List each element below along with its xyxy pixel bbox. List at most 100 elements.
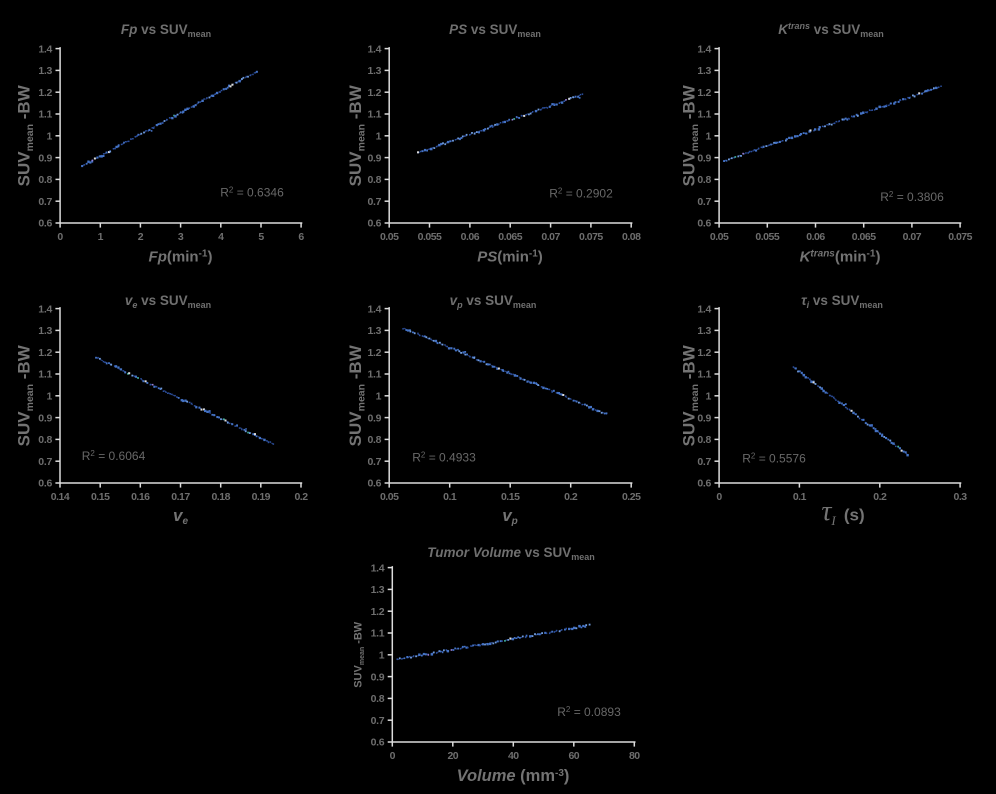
svg-text:5: 5 (258, 231, 264, 243)
svg-text:R2 = 0.4933: R2 = 0.4933 (412, 450, 476, 464)
svg-text:1.4: 1.4 (38, 43, 52, 55)
svg-text:4: 4 (218, 231, 224, 243)
svg-text:Volume (mm-3): Volume (mm-3) (457, 767, 570, 785)
svg-text:Ktrans vs SUVmean: Ktrans vs SUVmean (778, 21, 884, 39)
svg-text:0.8: 0.8 (697, 174, 711, 186)
svg-text:1.3: 1.3 (38, 65, 52, 77)
svg-text:ve: ve (173, 506, 188, 527)
svg-text:0.9: 0.9 (38, 412, 52, 424)
svg-text:1: 1 (98, 231, 104, 243)
svg-text:1.4: 1.4 (367, 303, 381, 315)
svg-text:1.3: 1.3 (697, 65, 711, 77)
svg-text:0.9: 0.9 (371, 671, 385, 683)
svg-text:2: 2 (138, 231, 144, 243)
svg-text:0.9: 0.9 (697, 412, 711, 424)
svg-text:20: 20 (447, 750, 458, 762)
svg-text:SUVmean -BW: SUVmean -BW (680, 344, 702, 446)
svg-text:80: 80 (629, 750, 640, 762)
svg-text:0.075: 0.075 (948, 231, 972, 243)
svg-text:0.6: 0.6 (367, 218, 381, 230)
svg-text:0.075: 0.075 (579, 231, 603, 243)
svg-text:1: 1 (706, 131, 712, 143)
svg-text:0.15: 0.15 (501, 491, 520, 503)
svg-text:1.3: 1.3 (697, 325, 711, 337)
svg-text:1: 1 (379, 650, 385, 662)
svg-text:0.8: 0.8 (38, 434, 52, 446)
svg-text:vp: vp (502, 506, 518, 527)
svg-text:1.2: 1.2 (38, 347, 52, 359)
svg-text:τi vs SUVmean: τi vs SUVmean (801, 293, 883, 310)
svg-text:0.7: 0.7 (697, 456, 711, 468)
svg-text:0.9: 0.9 (38, 152, 52, 164)
svg-text:0.05: 0.05 (380, 231, 399, 243)
svg-text:0.7: 0.7 (367, 456, 381, 468)
svg-text:0.8: 0.8 (697, 434, 711, 446)
svg-text:0.8: 0.8 (367, 174, 381, 186)
svg-text:SUVmean -BW: SUVmean -BW (15, 84, 37, 186)
svg-text:0.9: 0.9 (367, 152, 381, 164)
svg-text:0.055: 0.055 (755, 231, 779, 243)
svg-text:SUVmean -BW: SUVmean -BW (680, 84, 702, 186)
svg-text:R2 = 0.2902: R2 = 0.2902 (549, 186, 613, 200)
svg-text:0.8: 0.8 (367, 434, 381, 446)
svg-text:1.4: 1.4 (367, 43, 381, 55)
svg-text:1.3: 1.3 (38, 325, 52, 337)
svg-text:1.1: 1.1 (38, 109, 52, 121)
svg-text:Tumor Volume vs SUVmean: Tumor Volume vs SUVmean (427, 545, 595, 562)
svg-text:0.06: 0.06 (806, 231, 825, 243)
svg-text:R2 = 0.6346: R2 = 0.6346 (220, 185, 284, 199)
svg-text:R2 = 0.5576: R2 = 0.5576 (742, 451, 806, 465)
svg-text:0.05: 0.05 (380, 491, 399, 503)
svg-text:0.7: 0.7 (697, 196, 711, 208)
svg-text:0.9: 0.9 (367, 412, 381, 424)
svg-text:1: 1 (46, 391, 52, 403)
svg-text:0.16: 0.16 (131, 491, 150, 503)
svg-text:PS vs SUVmean: PS vs SUVmean (449, 22, 541, 39)
svg-text:1.1: 1.1 (367, 369, 381, 381)
svg-text:0.8: 0.8 (371, 693, 385, 705)
svg-text:0.07: 0.07 (541, 231, 560, 243)
svg-text:R2 = 0.3806: R2 = 0.3806 (880, 190, 944, 204)
svg-text:0.2: 0.2 (873, 491, 887, 503)
svg-text:1.1: 1.1 (697, 109, 711, 121)
svg-text:Fp(min-1): Fp(min-1) (149, 249, 213, 266)
svg-text:60: 60 (568, 750, 579, 762)
svg-text:1: 1 (376, 131, 382, 143)
svg-text:Fp vs SUVmean: Fp vs SUVmean (121, 22, 211, 39)
svg-text:1.1: 1.1 (38, 369, 52, 381)
svg-text:0.17: 0.17 (171, 491, 190, 503)
svg-text:0.3: 0.3 (954, 491, 968, 503)
svg-text:0.2: 0.2 (294, 491, 308, 503)
svg-text:0.1: 0.1 (443, 491, 457, 503)
svg-text:0.065: 0.065 (498, 231, 522, 243)
svg-text:0.6: 0.6 (38, 478, 52, 490)
svg-text:SUVmean -BW: SUVmean -BW (346, 84, 368, 186)
svg-text:0.6: 0.6 (38, 218, 52, 230)
svg-text:0.065: 0.065 (852, 231, 876, 243)
svg-text:0.14: 0.14 (51, 491, 70, 503)
svg-text:PS(min-1): PS(min-1) (477, 249, 543, 266)
svg-text:0: 0 (390, 750, 396, 762)
svg-text:SUVmean -BW: SUVmean -BW (15, 344, 37, 446)
svg-text:0.2: 0.2 (564, 491, 578, 503)
svg-text:0.18: 0.18 (211, 491, 230, 503)
svg-text:vp vs SUVmean: vp vs SUVmean (450, 293, 537, 310)
svg-text:1.3: 1.3 (371, 584, 385, 596)
svg-text:1.4: 1.4 (38, 303, 52, 315)
svg-text:ve vs SUVmean: ve vs SUVmean (125, 293, 211, 310)
svg-text:1.2: 1.2 (38, 87, 52, 99)
svg-text:SUVmean -BW: SUVmean -BW (346, 344, 368, 446)
svg-text:0.6: 0.6 (697, 478, 711, 490)
svg-text:0.7: 0.7 (38, 196, 52, 208)
svg-text:τI (s): τI (s) (821, 496, 864, 528)
svg-text:0.6: 0.6 (371, 737, 385, 749)
svg-text:0: 0 (57, 231, 63, 243)
svg-text:0.6: 0.6 (367, 478, 381, 490)
svg-text:1.2: 1.2 (371, 606, 385, 618)
svg-text:6: 6 (298, 231, 304, 243)
svg-text:1.4: 1.4 (371, 562, 385, 574)
svg-text:1.4: 1.4 (697, 43, 711, 55)
svg-text:0.8: 0.8 (38, 174, 52, 186)
svg-text:1.1: 1.1 (367, 109, 381, 121)
svg-text:0.15: 0.15 (91, 491, 110, 503)
